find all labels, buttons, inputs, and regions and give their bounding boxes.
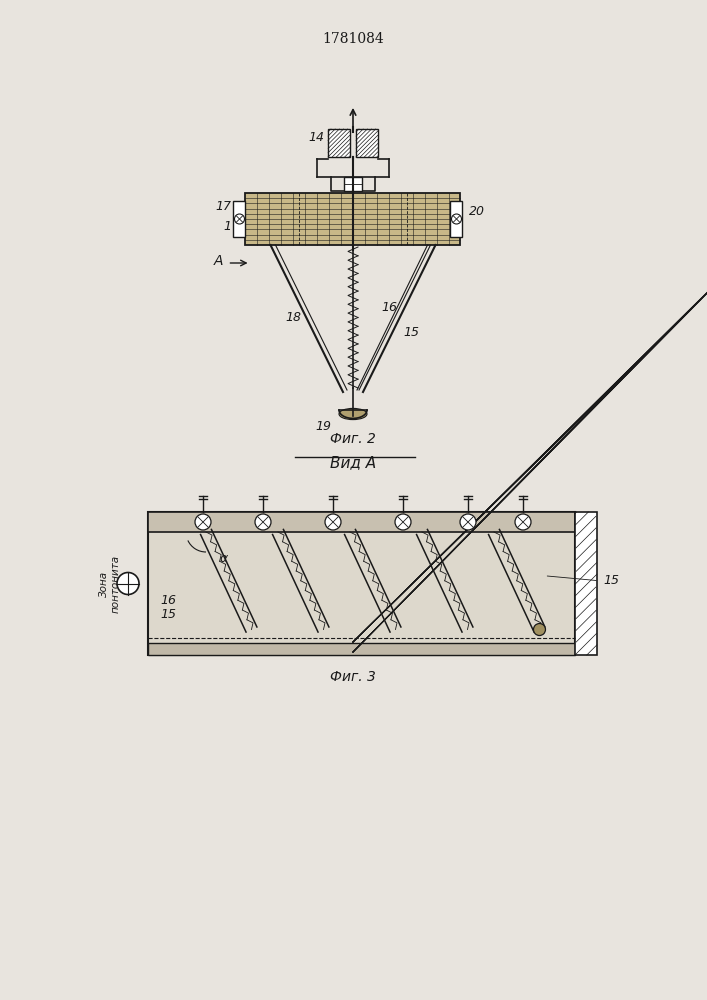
Bar: [575, 512, 597, 655]
Text: 17: 17: [216, 200, 231, 213]
Text: Вид A: Вид A: [330, 455, 376, 470]
Bar: [148, 512, 575, 655]
Circle shape: [452, 214, 462, 224]
Bar: [450, 201, 462, 237]
Text: Фиг. 2: Фиг. 2: [330, 432, 376, 446]
Text: 1: 1: [223, 220, 231, 233]
Ellipse shape: [534, 624, 546, 636]
Circle shape: [195, 514, 211, 530]
Text: 1781084: 1781084: [322, 32, 384, 46]
Text: 19: 19: [315, 420, 331, 433]
Circle shape: [117, 572, 139, 594]
Text: 15: 15: [403, 326, 419, 339]
Bar: [148, 512, 575, 532]
Text: Фиг. 3: Фиг. 3: [330, 670, 376, 684]
Bar: [344, 177, 362, 191]
Bar: [245, 193, 460, 245]
Text: 14: 14: [308, 131, 324, 144]
Text: Зона
понтонита: Зона понтонита: [99, 554, 121, 613]
Text: 15: 15: [603, 574, 619, 587]
Circle shape: [325, 514, 341, 530]
Bar: [328, 129, 350, 157]
Bar: [356, 129, 378, 157]
Text: 15: 15: [160, 608, 176, 621]
Circle shape: [235, 214, 245, 224]
Ellipse shape: [339, 408, 367, 420]
Circle shape: [515, 514, 531, 530]
Bar: [233, 201, 245, 237]
Text: 18: 18: [285, 311, 301, 324]
Circle shape: [395, 514, 411, 530]
Text: α: α: [220, 552, 228, 566]
Bar: [148, 643, 575, 655]
Text: 16: 16: [160, 593, 176, 606]
Circle shape: [255, 514, 271, 530]
Text: A: A: [214, 254, 223, 268]
Text: 16: 16: [381, 301, 397, 314]
Circle shape: [460, 514, 476, 530]
Text: 20: 20: [469, 205, 484, 218]
